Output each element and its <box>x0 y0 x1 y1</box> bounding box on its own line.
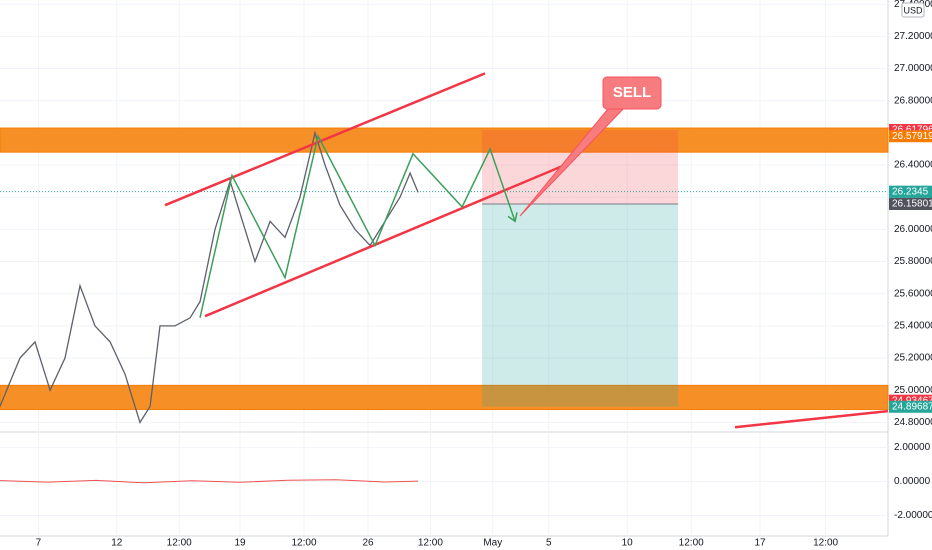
callout-box <box>602 76 662 110</box>
y-tick-label: -2.00000 <box>894 510 932 521</box>
x-tick-label: 7 <box>36 538 42 549</box>
target-area <box>482 203 679 407</box>
trend-line <box>164 72 486 207</box>
stop-area <box>482 129 679 204</box>
price-label: 26.15801 <box>892 199 932 210</box>
price-label: 26.57919 <box>892 131 932 142</box>
x-tick-label: 17 <box>754 538 766 549</box>
price-line <box>0 479 419 484</box>
price-label: 26.2345 <box>892 186 929 197</box>
trend-line <box>734 409 889 429</box>
price-label-bg <box>889 400 932 413</box>
callout-text: SELL <box>613 84 651 101</box>
y-tick-label: 25.20000 <box>894 353 932 364</box>
price-label: 24.89687 <box>892 401 932 412</box>
y-tick-label: 26.00000 <box>894 224 932 235</box>
x-tick-label: 12:00 <box>679 538 704 549</box>
price-label-bg <box>889 185 932 198</box>
y-tick-label: 27.00000 <box>894 63 932 74</box>
x-tick-label: 12:00 <box>813 538 838 549</box>
zone <box>0 384 889 410</box>
x-tick-label: 12:00 <box>167 538 192 549</box>
currency-box <box>901 2 925 18</box>
x-tick-label: 5 <box>546 538 552 549</box>
x-tick-label: 19 <box>234 538 246 549</box>
zone <box>0 127 889 153</box>
price-label-bg <box>889 197 932 210</box>
y-tick-label: 26.40000 <box>894 160 932 171</box>
x-tick-label: 12:00 <box>291 538 316 549</box>
x-tick-label: 10 <box>622 538 634 549</box>
y-tick-label: 26.80000 <box>894 95 932 106</box>
zigzag <box>199 133 516 318</box>
price-label: 26.61796 <box>892 125 932 136</box>
y-tick-label: 24.80000 <box>894 417 932 428</box>
x-tick-label: 12 <box>111 538 123 549</box>
x-tick-label: 12:00 <box>418 538 443 549</box>
y-tick-label: 25.60000 <box>894 288 932 299</box>
y-tick-label: 0.00000 <box>894 476 931 487</box>
y-tick-label: 27.20000 <box>894 31 932 42</box>
y-tick-label: 25.80000 <box>894 256 932 267</box>
y-tick-label: 2.00000 <box>894 442 931 453</box>
currency: USD <box>903 5 923 15</box>
arrow-head <box>507 212 518 223</box>
x-tick-label: May <box>483 538 502 549</box>
y-tick-label: 25.40000 <box>894 320 932 331</box>
price-label-bg <box>889 130 932 143</box>
price-line <box>0 130 419 424</box>
x-tick-label: 26 <box>362 538 374 549</box>
y-tick-label: 25.00000 <box>894 385 932 396</box>
